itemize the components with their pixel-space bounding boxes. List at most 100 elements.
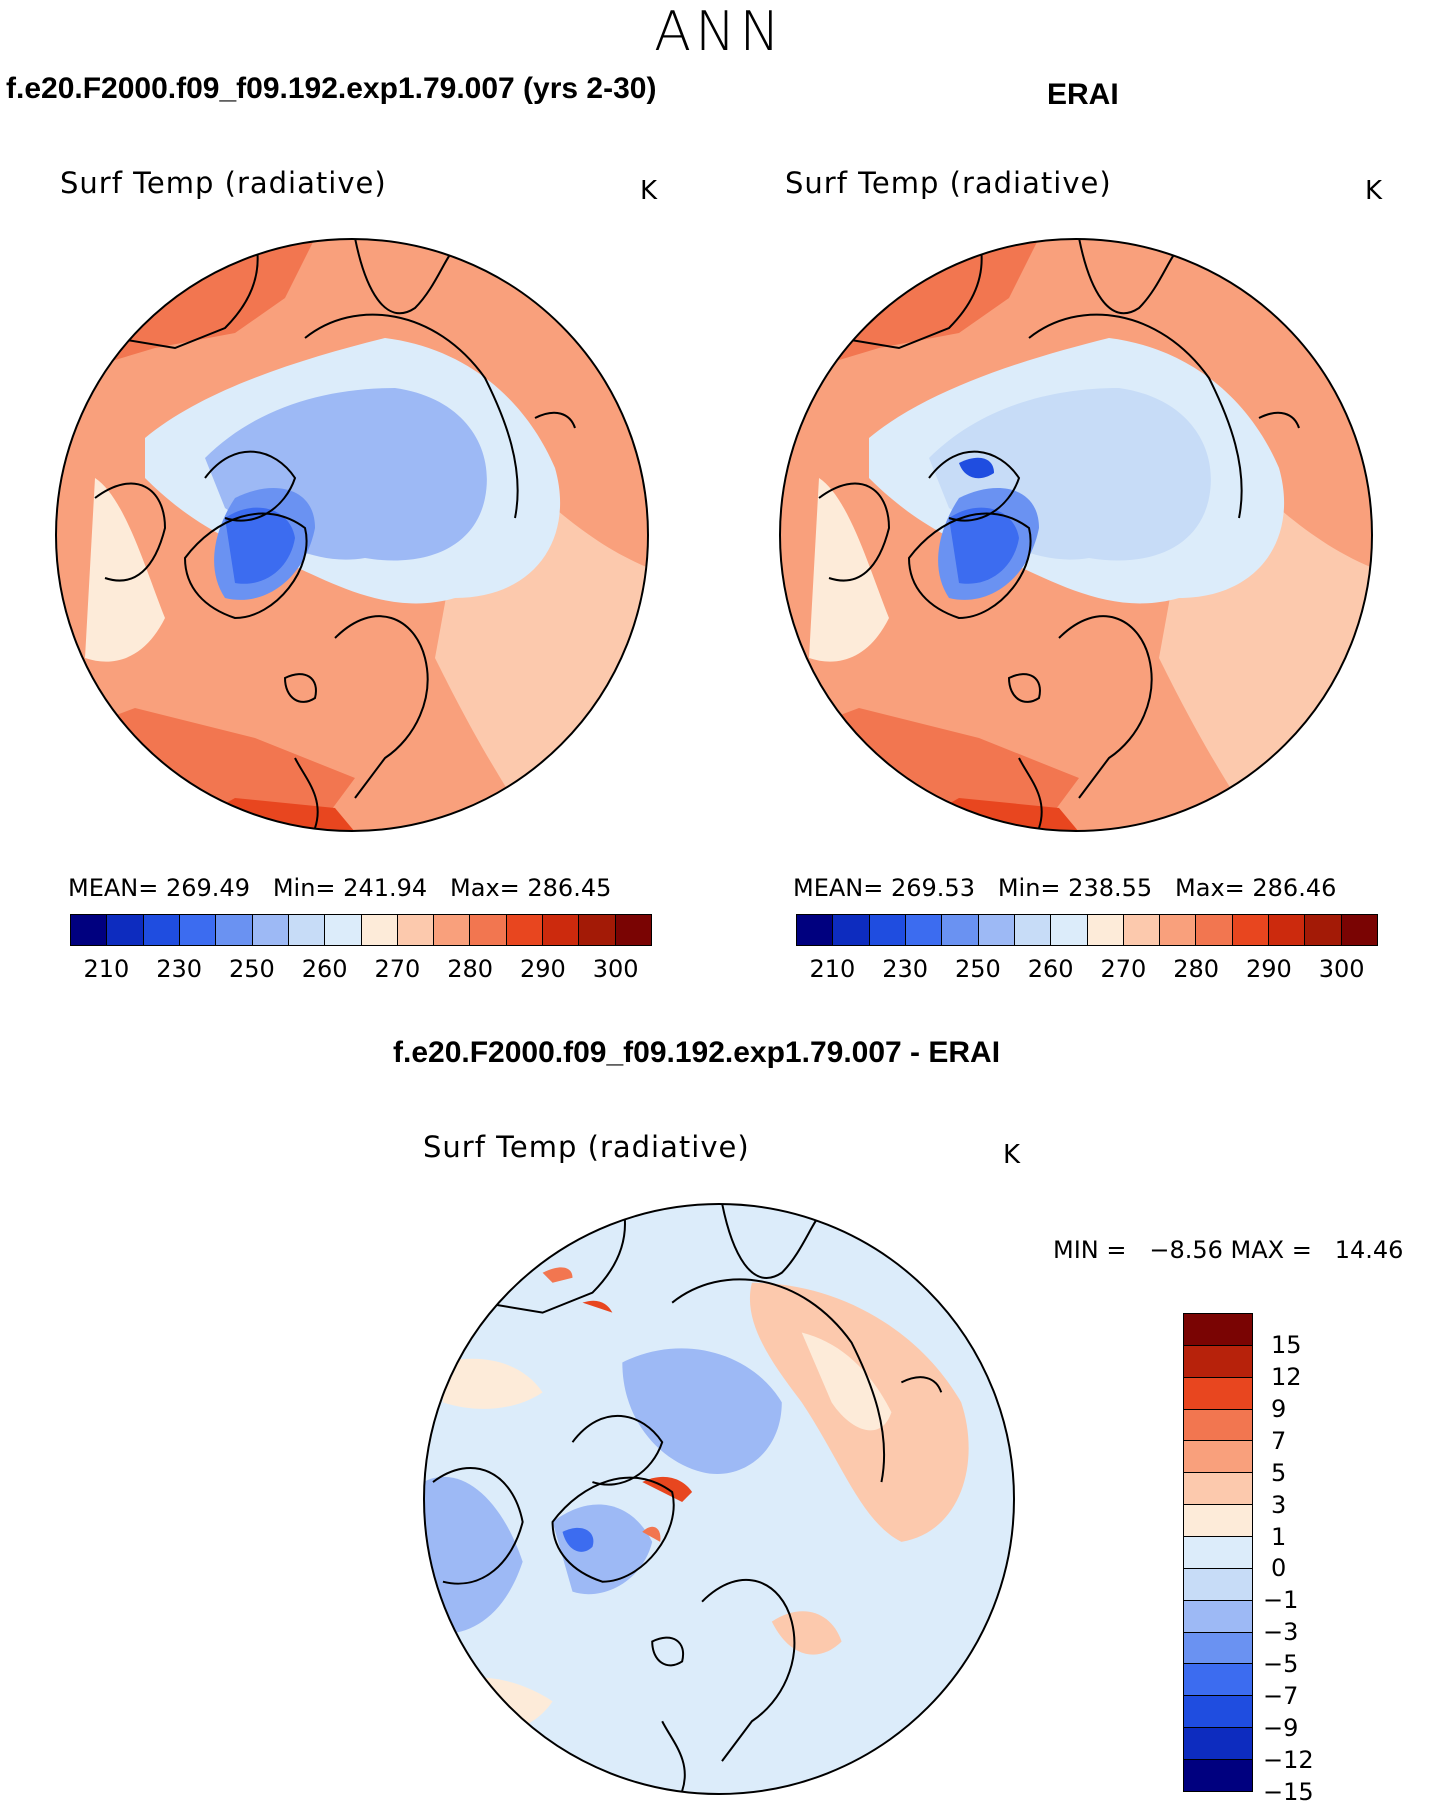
colorbar-swatch: [434, 915, 471, 945]
colorbar-tick-label: 210: [83, 955, 130, 983]
colorbar-swatch: [1184, 1568, 1252, 1601]
colorbar-swatch: [869, 915, 906, 945]
colorbar-swatch: [1123, 915, 1161, 945]
obs-panel-title: ERAI: [1047, 78, 1119, 111]
colorbar-tick-label: 300: [1318, 955, 1365, 983]
diff-colorbar: [1183, 1313, 1253, 1792]
colorbar-tick-label: 3: [1271, 1490, 1287, 1519]
colorbar-swatch: [1305, 915, 1342, 945]
colorbar-tick-label: 12: [1271, 1362, 1302, 1391]
colorbar-swatch: [1184, 1345, 1252, 1378]
colorbar-tick-label: 290: [519, 955, 566, 983]
colorbar-swatch: [179, 915, 217, 945]
colorbar-tick-label: 270: [1100, 955, 1147, 983]
colorbar-tick-label: −9: [1263, 1714, 1299, 1743]
colorbar-swatch: [1196, 915, 1233, 945]
colorbar-swatch: [615, 915, 651, 945]
colorbar-tick-label: 250: [954, 955, 1001, 983]
colorbar-swatch: [1184, 1473, 1252, 1506]
season-title: ANN: [654, 0, 784, 63]
colorbar-swatch: [579, 915, 616, 945]
colorbar-tick-label: −15: [1263, 1778, 1314, 1806]
colorbar-swatch: [1341, 915, 1377, 945]
colorbar-swatch: [1051, 915, 1088, 945]
colorbar-swatch: [470, 915, 507, 945]
colorbar-tick-label: 1: [1271, 1522, 1287, 1551]
colorbar-tick-label: −7: [1263, 1682, 1299, 1711]
colorbar-swatch: [797, 915, 834, 945]
right-map-units: K: [1365, 176, 1383, 206]
diff-map-variable: Surf Temp (radiative): [423, 1130, 750, 1164]
right-map-stats: MEAN= 269.53 Min= 238.55 Max= 286.46: [793, 874, 1337, 902]
colorbar-swatch: [397, 915, 435, 945]
colorbar-swatch: [506, 915, 544, 945]
colorbar-swatch: [1184, 1696, 1252, 1729]
colorbar-tick-label: −1: [1263, 1586, 1299, 1615]
left-colorbar-ticks: 210 230 250 260 270 280 290 300: [70, 955, 650, 985]
colorbar-swatch: [252, 915, 289, 945]
right-colorbar: [796, 914, 1378, 946]
colorbar-swatch: [1184, 1600, 1252, 1633]
colorbar-tick-label: 260: [1027, 955, 1074, 983]
left-map-stats: MEAN= 269.49 Min= 241.94 Max= 286.45: [68, 874, 612, 902]
colorbar-tick-label: 290: [1245, 955, 1292, 983]
model-panel-title: f.e20.F2000.f09_f09.192.exp1.79.007 (yrs…: [6, 72, 657, 105]
diff-polar-map: [422, 1203, 1015, 1795]
left-colorbar: [70, 914, 652, 946]
colorbar-swatch: [978, 915, 1015, 945]
colorbar-tick-label: 210: [809, 955, 856, 983]
colorbar-swatch: [1014, 915, 1052, 945]
colorbar-swatch: [325, 915, 362, 945]
colorbar-swatch: [107, 915, 144, 945]
colorbar-tick-label: 280: [1173, 955, 1220, 983]
right-map-variable: Surf Temp (radiative): [785, 166, 1112, 200]
right-colorbar-ticks: 210 230 250 260 270 280 290 300: [796, 955, 1376, 985]
colorbar-tick-label: 250: [228, 955, 275, 983]
colorbar-swatch: [1184, 1441, 1252, 1474]
left-polar-map: [55, 238, 649, 832]
diff-map-stats: MIN = −8.56 MAX = 14.46: [1053, 1236, 1404, 1264]
colorbar-swatch: [1184, 1537, 1252, 1569]
left-map-variable: Surf Temp (radiative): [60, 166, 387, 200]
colorbar-swatch: [1184, 1760, 1252, 1791]
colorbar-swatch: [216, 915, 253, 945]
diff-colorbar-ticks: 15 12 9 7 5 3 1 0 −1 −3 −5 −7 −9 −12 −15: [1263, 1313, 1383, 1806]
colorbar-tick-label: 0: [1271, 1554, 1287, 1583]
colorbar-swatch: [543, 915, 580, 945]
colorbar-tick-label: 5: [1271, 1458, 1287, 1487]
diff-panel-title: f.e20.F2000.f09_f09.192.exp1.79.007 - ER…: [393, 1036, 1001, 1069]
colorbar-tick-label: −12: [1263, 1746, 1314, 1775]
colorbar-swatch: [1184, 1505, 1252, 1538]
colorbar-tick-label: 230: [882, 955, 929, 983]
colorbar-swatch: [833, 915, 870, 945]
colorbar-swatch: [1184, 1377, 1252, 1410]
colorbar-tick-label: 9: [1271, 1394, 1287, 1423]
colorbar-tick-label: −3: [1263, 1618, 1299, 1647]
colorbar-tick-label: 300: [592, 955, 639, 983]
diff-map-units: K: [1003, 1140, 1021, 1170]
colorbar-swatch: [905, 915, 943, 945]
colorbar-swatch: [942, 915, 979, 945]
colorbar-swatch: [361, 915, 398, 945]
colorbar-swatch: [1184, 1314, 1252, 1346]
colorbar-tick-label: 260: [301, 955, 348, 983]
colorbar-swatch: [288, 915, 326, 945]
colorbar-tick-label: 280: [447, 955, 494, 983]
colorbar-swatch: [143, 915, 180, 945]
colorbar-swatch: [1087, 915, 1124, 945]
colorbar-swatch: [1184, 1728, 1252, 1761]
colorbar-tick-label: 230: [156, 955, 203, 983]
right-polar-map: [779, 238, 1373, 832]
colorbar-swatch: [1269, 915, 1306, 945]
colorbar-swatch: [1184, 1664, 1252, 1697]
colorbar-swatch: [1232, 915, 1270, 945]
left-map-units: K: [640, 176, 658, 206]
colorbar-swatch: [1184, 1632, 1252, 1665]
colorbar-swatch: [71, 915, 108, 945]
colorbar-tick-label: 15: [1271, 1330, 1302, 1359]
colorbar-swatch: [1160, 915, 1197, 945]
colorbar-tick-label: 270: [374, 955, 421, 983]
colorbar-tick-label: −5: [1263, 1650, 1299, 1679]
colorbar-swatch: [1184, 1409, 1252, 1442]
colorbar-tick-label: 7: [1271, 1426, 1287, 1455]
